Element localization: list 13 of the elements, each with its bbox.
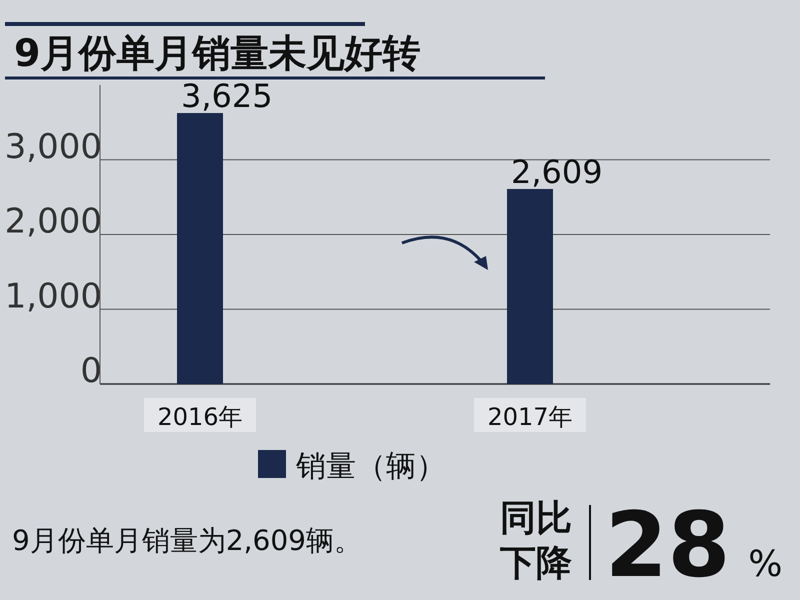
text: 同比下降 xyxy=(500,498,572,584)
x-tick-label: 2016年 xyxy=(157,403,243,431)
y-tick-label: 0 xyxy=(80,351,102,391)
y-tick-label: 3,000 xyxy=(4,126,102,167)
text: 9月份单月销量为2,609辆。 xyxy=(12,524,362,557)
chart-title: 9月份单月销量未见好转 xyxy=(14,31,420,75)
y-tick-label: 2,000 xyxy=(4,202,102,242)
text: 28% xyxy=(605,493,782,598)
x-tick-label: 2017年 xyxy=(487,403,573,431)
y-tick-label: 1,000 xyxy=(4,276,102,316)
legend-label: 销量（辆） xyxy=(295,449,446,484)
data-label: 3,625 xyxy=(181,77,273,116)
data-label: 2,609 xyxy=(511,152,603,191)
